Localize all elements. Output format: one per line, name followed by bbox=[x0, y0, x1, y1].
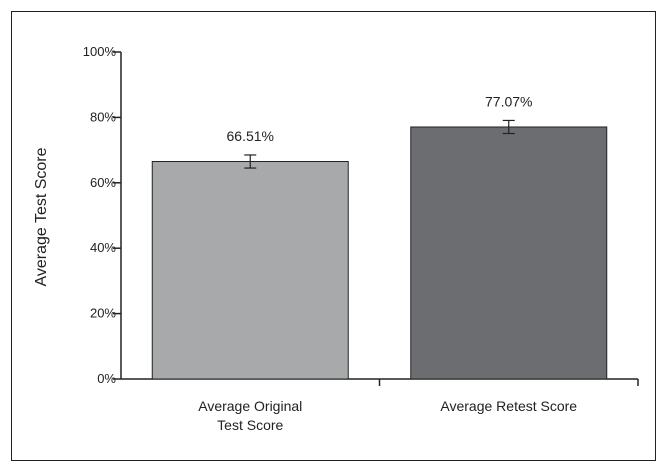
y-tick-label: 0% bbox=[97, 371, 116, 386]
x-tick-label: Average Retest Score bbox=[440, 398, 577, 414]
bar bbox=[151, 161, 349, 380]
x-axis: Average Original Test Score Average Retest… bbox=[121, 378, 639, 433]
y-tick-label: 80% bbox=[90, 109, 116, 124]
y-axis: 0% 20% 40% 60% 80% 100% bbox=[83, 44, 122, 386]
y-axis-label: Average Test Score bbox=[33, 147, 50, 286]
x-tick-label: Average Original Test Score bbox=[198, 398, 302, 433]
y-tick-label: 100% bbox=[83, 44, 117, 59]
y-tick-label: 60% bbox=[90, 175, 116, 190]
bars: 66.51% 77.07% bbox=[151, 93, 608, 380]
y-tick-label: 20% bbox=[90, 306, 116, 321]
y-tick-label: 40% bbox=[90, 240, 116, 255]
data-label: 66.51% bbox=[227, 128, 274, 144]
bar bbox=[410, 126, 608, 380]
data-label: 77.07% bbox=[485, 93, 532, 109]
